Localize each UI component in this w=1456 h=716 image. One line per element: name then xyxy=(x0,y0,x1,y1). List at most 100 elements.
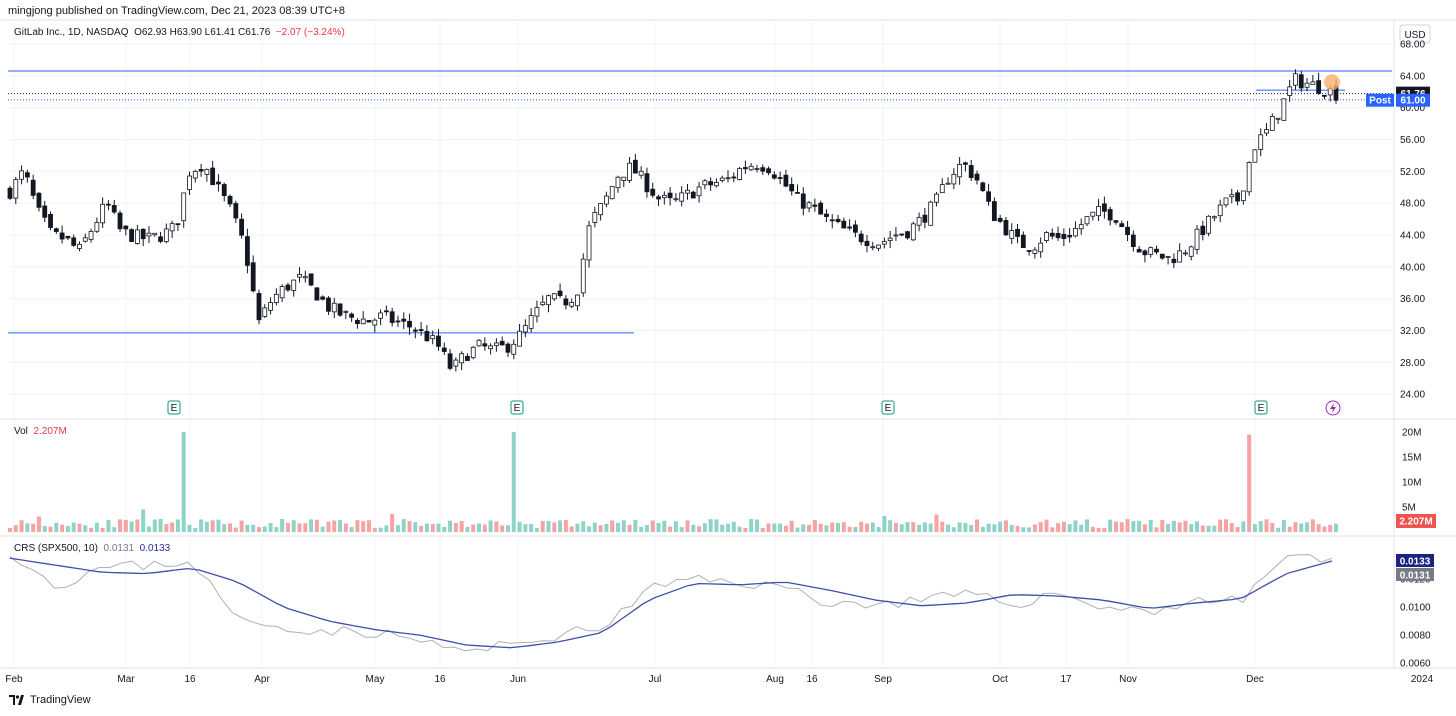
candle-body xyxy=(123,225,129,230)
candle-body xyxy=(505,343,511,353)
candle-body xyxy=(511,343,517,355)
lightning-icon xyxy=(1330,403,1336,413)
volume-bar xyxy=(222,524,227,532)
volume-bar xyxy=(436,523,441,532)
volume-bar xyxy=(141,509,146,532)
candle-body xyxy=(337,303,343,316)
candle-body xyxy=(1113,220,1119,223)
volume-bar xyxy=(992,524,997,532)
volume-bar xyxy=(778,523,783,532)
volume-bar xyxy=(297,523,302,532)
candle-body xyxy=(1183,252,1188,255)
candle-body xyxy=(1287,86,1293,96)
volume-bar xyxy=(1189,524,1194,532)
candle-body xyxy=(1240,190,1246,202)
volume-bar xyxy=(824,525,829,532)
volume-bar xyxy=(1044,519,1049,532)
volume-bar xyxy=(639,526,644,532)
candle-body xyxy=(615,176,621,189)
candle-body xyxy=(372,319,378,326)
volume-bar xyxy=(783,525,788,532)
volume-bar xyxy=(245,524,250,532)
volume-bar xyxy=(326,521,331,532)
volume-bar xyxy=(100,527,105,532)
footer-brand-text: TradingView xyxy=(30,694,91,706)
candle-body xyxy=(812,204,818,207)
volume-bar xyxy=(893,522,898,532)
volume-bar xyxy=(407,521,412,532)
candle-body xyxy=(916,217,922,226)
price-tick-label: 32.00 xyxy=(1400,326,1425,337)
candle-body xyxy=(366,319,372,323)
volume-tick-label: 15M xyxy=(1402,453,1421,464)
volume-bar xyxy=(482,524,487,532)
candle-body xyxy=(737,168,742,180)
candle-body xyxy=(1090,211,1096,217)
candle-body xyxy=(331,302,337,313)
candle-body xyxy=(945,182,951,185)
candle-body xyxy=(974,173,980,181)
candle-body xyxy=(934,193,939,203)
post-price-badge xyxy=(1396,93,1430,107)
volume-bar xyxy=(390,514,395,532)
candle-body xyxy=(233,203,239,219)
candle-body xyxy=(951,173,957,185)
volume-bar xyxy=(361,521,366,532)
candle-body xyxy=(239,218,245,236)
crs-ma-badge xyxy=(1396,554,1434,567)
volume-bar xyxy=(615,522,620,532)
volume-bar xyxy=(1056,523,1061,532)
candle-body xyxy=(106,203,111,206)
candle-body xyxy=(19,170,24,180)
candle-body xyxy=(1252,149,1258,163)
volume-legend: Vol 2.207M xyxy=(14,426,67,437)
volume-bar xyxy=(801,524,806,532)
candle-body xyxy=(1200,225,1206,235)
candle-body xyxy=(899,233,905,236)
candle-body xyxy=(395,320,401,323)
candle-body xyxy=(181,192,187,222)
candle-body xyxy=(221,184,227,197)
candle-body xyxy=(546,295,551,306)
candle-body xyxy=(1264,129,1269,134)
volume-bar xyxy=(36,516,41,532)
volume-bar xyxy=(1003,520,1008,532)
candle-body xyxy=(1096,206,1101,217)
volume-bar xyxy=(303,523,308,532)
earnings-marker xyxy=(1254,400,1268,415)
time-tick-label: Aug xyxy=(766,674,784,685)
candle-body xyxy=(424,331,430,342)
candle-body xyxy=(59,232,65,240)
ohlc-values: O62.93 H63.90 L61.41 C61.76 xyxy=(134,27,271,38)
candle-body xyxy=(783,174,789,187)
volume-bar xyxy=(343,523,348,532)
candle-body xyxy=(939,184,945,194)
candle-body xyxy=(88,231,94,240)
candle-body xyxy=(24,172,30,178)
volume-bar xyxy=(71,522,76,532)
volume-bar xyxy=(795,527,800,532)
volume-bar xyxy=(442,526,447,532)
candle-body xyxy=(53,228,59,232)
candle-body xyxy=(1148,247,1154,255)
candle-body xyxy=(36,192,42,208)
volume-bar xyxy=(1195,521,1200,532)
candle-body xyxy=(540,301,546,306)
volume-bar xyxy=(349,527,354,532)
price-change: −2.07 (−3.24%) xyxy=(275,27,345,38)
candle-body xyxy=(708,181,714,186)
candle-body xyxy=(430,335,436,340)
volume-bar xyxy=(280,519,285,532)
candle-body xyxy=(719,177,725,181)
volume-bar xyxy=(1050,527,1055,532)
volume-bar xyxy=(1090,526,1095,532)
volume-tick-label: 5M xyxy=(1402,503,1416,514)
volume-bar xyxy=(158,519,163,532)
volume-bar xyxy=(19,520,24,532)
volume-bar xyxy=(1293,522,1298,532)
volume-bar xyxy=(934,514,939,532)
volume-bar xyxy=(453,522,458,532)
volume-bar xyxy=(1328,524,1333,532)
price-tick-label: 68.00 xyxy=(1400,40,1425,51)
time-tick-label: 17 xyxy=(1060,674,1072,685)
